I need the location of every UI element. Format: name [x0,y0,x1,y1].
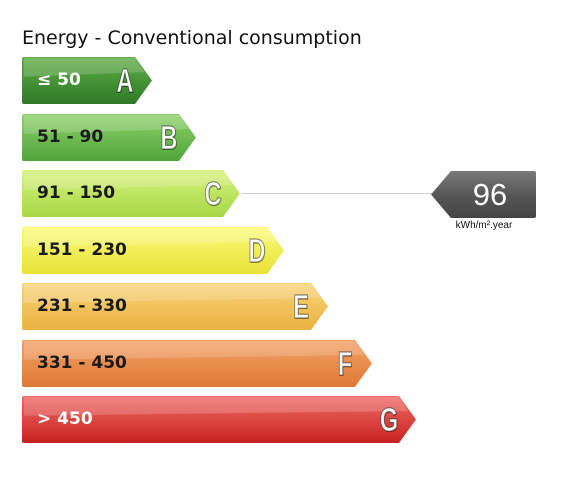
band-letter: E [293,287,310,325]
band-a: ≤ 50 A [22,57,152,104]
band-shape-f [22,339,372,387]
rating-connector-line [242,193,432,194]
band-g: > 450 G [22,396,416,443]
band-letter: G [379,400,399,438]
band-b: 51 - 90 B [22,113,196,161]
band-range-label: 151 - 230 [37,239,127,260]
rating-value: 96 [472,177,508,212]
band-range-label: 91 - 150 [37,183,116,203]
band-range-label: ≤ 50 [37,70,81,90]
rating-indicator-shape [431,171,536,218]
band-letter: D [248,231,266,269]
band-range-label: > 450 [37,409,93,429]
band-c: 91 - 150 C [22,170,240,217]
band-shape-e [22,283,328,330]
band-letter: C [204,174,222,212]
rating-unit: kWh/m².year [455,220,513,231]
band-range-label: 51 - 90 [37,126,104,147]
band-shape-c [22,170,240,217]
band-e: 231 - 330 E [22,283,328,330]
band-f: 331 - 450 F [22,339,372,387]
rating-indicator: 96 [431,171,536,218]
band-range-label: 331 - 450 [37,352,127,373]
chart-title: Energy - Conventional consumption [22,27,362,49]
band-range-label: 231 - 330 [37,296,127,316]
band-shape-d [22,226,284,274]
band-shape-b [22,113,196,161]
band-letter: B [160,118,178,156]
band-letter: A [116,61,134,99]
band-d: 151 - 230 D [22,226,284,274]
band-letter: F [337,344,353,382]
band-shape-a [22,57,152,104]
band-shape-g [22,396,416,443]
